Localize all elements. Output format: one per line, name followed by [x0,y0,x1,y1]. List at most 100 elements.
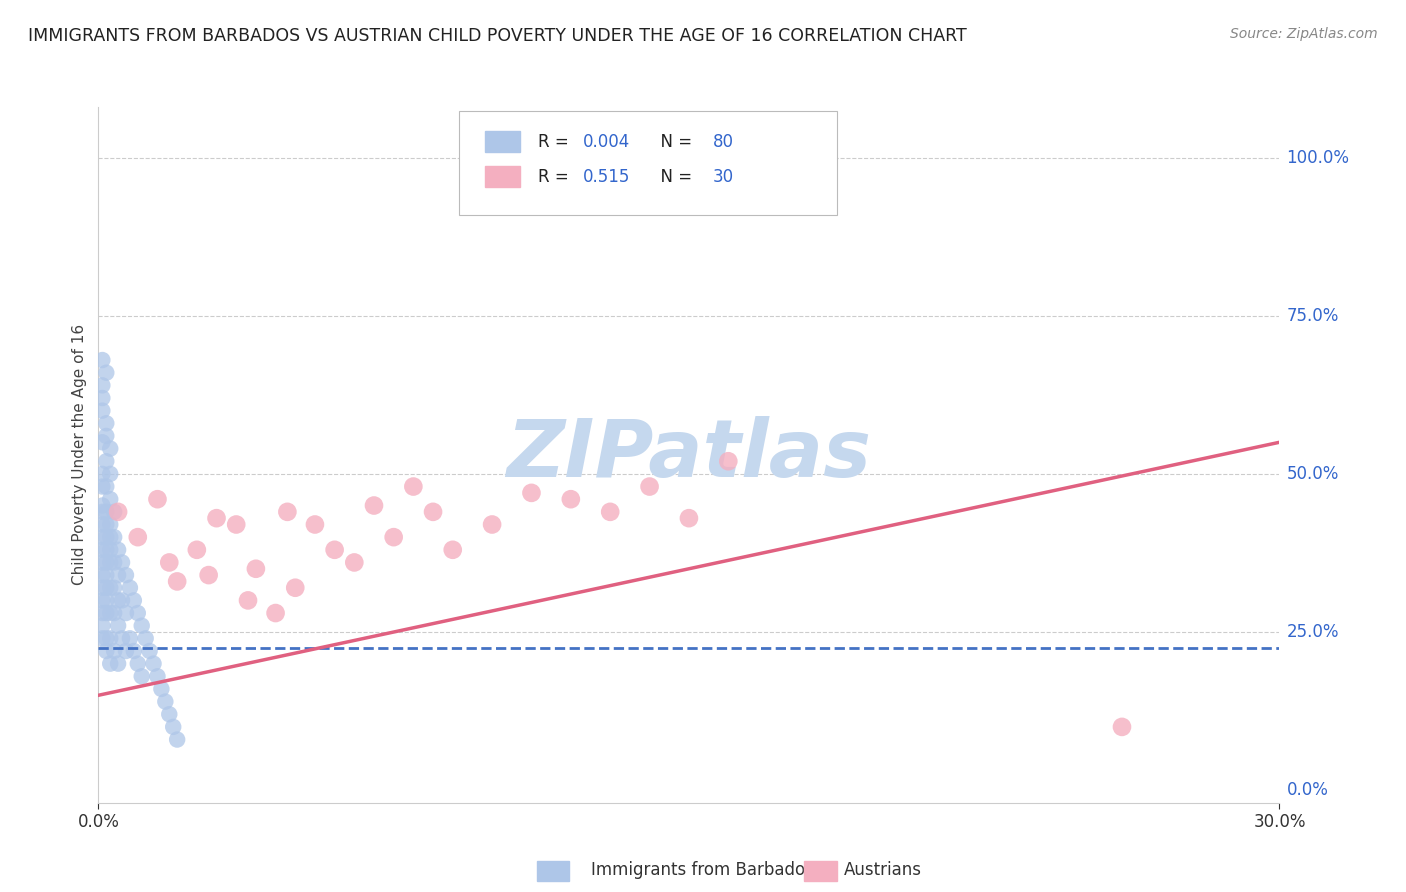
Point [127,530,149,544]
Point [127,606,149,620]
Point [96,530,118,544]
Point [135,632,157,646]
Point [422,505,444,519]
Text: Source: ZipAtlas.com: Source: ZipAtlas.com [1230,27,1378,41]
Point [103,581,125,595]
Point [91,542,114,557]
Point [304,517,326,532]
Point [155,695,177,709]
Point [96,568,118,582]
Text: IMMIGRANTS FROM BARBADOS VS AUSTRIAN CHILD POVERTY UNDER THE AGE OF 16 CORRELATI: IMMIGRANTS FROM BARBADOS VS AUSTRIAN CHI… [28,27,967,45]
Point [157,556,180,570]
Point [96,606,118,620]
Text: N =: N = [650,133,697,151]
Point [96,542,118,557]
Text: 75.0%: 75.0% [1286,307,1339,325]
Text: 100.0%: 100.0% [1286,149,1350,167]
Text: 50.0%: 50.0% [1286,465,1339,483]
Point [98,606,121,620]
Point [98,581,121,595]
Point [91,378,114,392]
Point [98,556,121,570]
Point [107,568,129,582]
Point [115,644,138,658]
Text: 0.515: 0.515 [582,168,630,186]
Point [103,644,125,658]
Point [91,593,114,607]
Point [107,593,129,607]
Point [122,644,145,658]
Point [98,492,121,507]
Text: ZIPatlas: ZIPatlas [506,416,872,494]
Point [118,632,141,646]
Point [131,669,153,683]
Point [98,442,121,456]
Point [91,606,114,620]
Point [264,606,287,620]
Point [111,593,134,607]
Point [638,479,661,493]
Point [98,517,121,532]
Point [146,492,169,507]
Point [91,556,114,570]
Point [146,669,169,683]
Point [91,568,114,582]
Point [150,681,173,696]
Point [96,517,118,532]
Point [382,530,405,544]
Point [343,556,366,570]
Point [91,632,114,646]
Point [96,644,118,658]
Point [91,353,114,368]
Point [166,732,188,747]
Point [122,593,145,607]
Point [107,657,129,671]
Point [98,467,121,481]
Point [520,486,543,500]
Point [98,632,121,646]
FancyBboxPatch shape [485,166,520,187]
Point [96,479,118,493]
Point [118,581,141,595]
Point [98,530,121,544]
Text: Immigrants from Barbados: Immigrants from Barbados [591,861,814,879]
Point [205,511,228,525]
Point [127,657,149,671]
Point [96,632,118,646]
Point [717,454,740,468]
Point [142,657,165,671]
Point [103,606,125,620]
Point [103,530,125,544]
Point [91,467,114,481]
FancyBboxPatch shape [485,131,520,153]
Point [115,606,138,620]
Text: 80: 80 [713,133,734,151]
Point [1111,720,1133,734]
Point [441,542,464,557]
Point [678,511,700,525]
Point [481,517,503,532]
Point [276,505,298,519]
Point [107,618,129,632]
Point [560,492,582,507]
Point [236,593,259,607]
Point [111,556,134,570]
Point [96,505,118,519]
Point [284,581,307,595]
Text: R =: R = [537,168,574,186]
Point [103,556,125,570]
Text: Austrians: Austrians [844,861,921,879]
Point [96,593,118,607]
Point [96,581,118,595]
Point [323,542,346,557]
Point [197,568,219,582]
Point [225,517,247,532]
FancyBboxPatch shape [458,111,837,215]
Point [91,530,114,544]
Point [96,429,118,443]
Text: 0.0%: 0.0% [1286,781,1329,799]
Point [91,391,114,405]
Point [91,618,114,632]
Point [131,618,153,632]
Point [91,403,114,417]
